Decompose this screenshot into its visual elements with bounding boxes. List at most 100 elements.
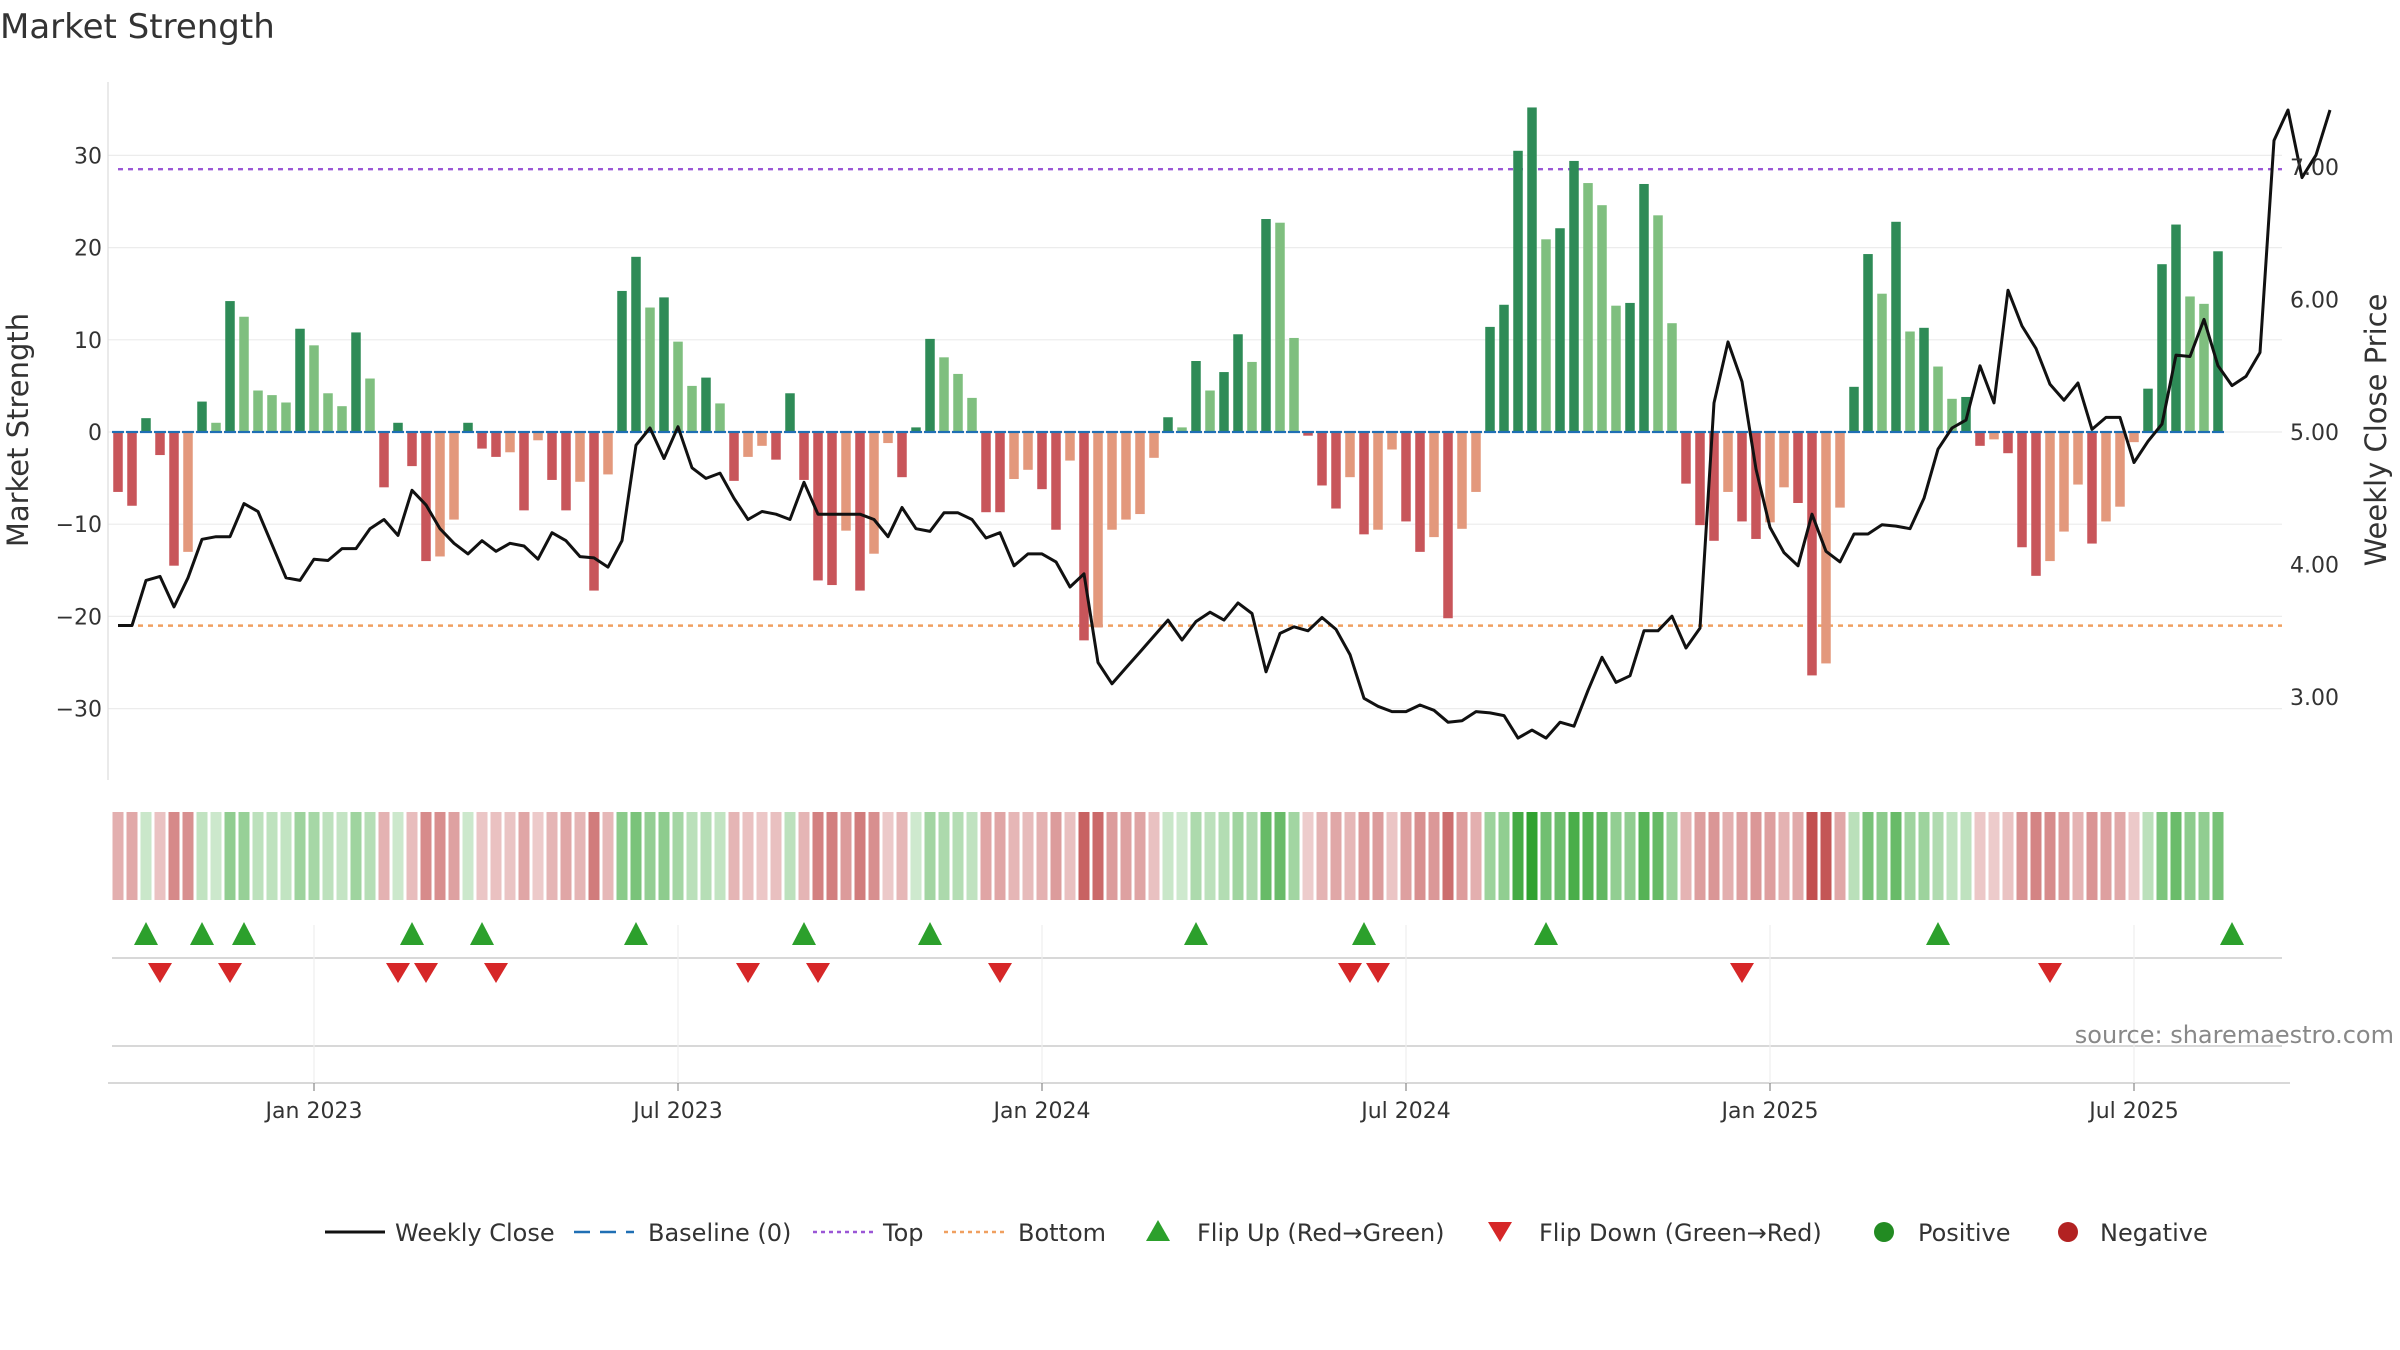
bar-week-66	[1037, 432, 1047, 490]
bar-week-98	[1485, 326, 1495, 432]
heat-cell-33	[574, 812, 586, 900]
bar-week-58	[925, 338, 935, 432]
bar-week-53	[855, 432, 865, 591]
x-tick-label: Jan 2024	[992, 1099, 1091, 1124]
bar-week-32	[561, 432, 571, 511]
bar-week-14	[309, 345, 319, 432]
bar-week-141	[2087, 432, 2097, 544]
heat-cell-136	[2016, 812, 2028, 900]
heat-cell-126	[1876, 812, 1888, 900]
legend-item-positive: Positive	[1874, 1219, 2011, 1247]
heat-cell-128	[1904, 812, 1916, 900]
heat-cell-35	[602, 812, 614, 900]
bar-week-62	[981, 432, 991, 513]
heat-cell-100	[1512, 812, 1524, 900]
heat-cell-77	[1190, 812, 1202, 900]
bar-week-43	[715, 403, 725, 432]
legend-item-baseline: Baseline (0)	[574, 1219, 791, 1247]
heat-cell-20	[392, 812, 404, 900]
heat-cell-125	[1862, 812, 1874, 900]
flip-up-marker-9	[1352, 922, 1376, 945]
bar-week-99	[1499, 304, 1509, 432]
heat-cell-102	[1540, 812, 1552, 900]
bar-week-83	[1275, 222, 1285, 432]
flip-down-marker-6	[806, 963, 830, 983]
bar-week-123	[1835, 432, 1845, 508]
bar-week-84	[1289, 337, 1299, 432]
heat-cell-84	[1288, 812, 1300, 900]
heat-cell-78	[1204, 812, 1216, 900]
bar-week-40	[673, 341, 683, 432]
bar-week-103	[1555, 228, 1565, 432]
bar-week-97	[1471, 432, 1481, 492]
legend-item-flip_down: Flip Down (Green→Red)	[1488, 1219, 1822, 1247]
left-y-axis: 30 20 10 0 −10 −20 −30	[56, 144, 102, 722]
flip-up-marker-6	[792, 922, 816, 945]
heat-cell-139	[2058, 812, 2070, 900]
chart-title: Market Strength	[0, 7, 275, 47]
bar-week-128	[1905, 331, 1915, 432]
heat-cell-59	[938, 812, 950, 900]
heat-cell-123	[1834, 812, 1846, 900]
flip-up-marker-1	[190, 922, 214, 945]
heat-cell-25	[462, 812, 474, 900]
state-panel	[108, 1045, 2290, 1084]
heat-cell-96	[1456, 812, 1468, 900]
bar-week-142	[2101, 432, 2111, 522]
flip-up-marker-5	[624, 922, 648, 945]
bar-week-1	[127, 432, 137, 506]
bar-week-96	[1457, 432, 1467, 529]
bar-week-28	[505, 432, 515, 453]
heat-cell-145	[2142, 812, 2154, 900]
bar-week-93	[1415, 432, 1425, 552]
bar-week-115	[1723, 432, 1733, 492]
bar-week-73	[1135, 432, 1145, 515]
flip-up-marker-10	[1534, 922, 1558, 945]
bar-week-17	[351, 332, 361, 432]
legend-label: Bottom	[1018, 1219, 1106, 1247]
bar-week-7	[211, 422, 221, 432]
heat-cell-18	[364, 812, 376, 900]
reference-lines	[118, 168, 2282, 627]
heat-cell-80	[1232, 812, 1244, 900]
bar-week-120	[1793, 432, 1803, 503]
heat-cell-7	[210, 812, 222, 900]
bar-week-138	[2045, 432, 2055, 562]
heat-cell-22	[420, 812, 432, 900]
heat-cell-89	[1358, 812, 1370, 900]
flip-down-marker-8	[1338, 963, 1362, 983]
heat-cell-86	[1316, 812, 1328, 900]
bar-week-78	[1205, 390, 1215, 432]
bar-week-80	[1233, 334, 1243, 432]
heat-cell-95	[1442, 812, 1454, 900]
bar-week-88	[1345, 432, 1355, 478]
legend-swatch	[1874, 1222, 1894, 1242]
heat-cell-106	[1596, 812, 1608, 900]
heat-cell-37	[630, 812, 642, 900]
heat-cell-40	[672, 812, 684, 900]
bar-week-91	[1387, 432, 1397, 450]
heat-cell-141	[2086, 812, 2098, 900]
bar-week-125	[1863, 254, 1873, 432]
heat-cell-34	[588, 812, 600, 900]
bar-week-64	[1009, 432, 1019, 480]
bar-week-42	[701, 377, 711, 432]
heat-cell-24	[448, 812, 460, 900]
bar-week-107	[1611, 305, 1621, 432]
heat-cell-2	[140, 812, 152, 900]
heat-cell-132	[1960, 812, 1972, 900]
heat-cell-6	[196, 812, 208, 900]
heat-cell-5	[182, 812, 194, 900]
heat-cell-144	[2128, 812, 2140, 900]
bar-week-121	[1807, 432, 1817, 676]
flip-down-marker-9	[1366, 963, 1390, 983]
flip-down-marker-10	[1730, 963, 1754, 983]
bar-week-70	[1093, 432, 1103, 628]
left-axis-label: Market Strength	[1, 313, 35, 547]
bar-week-65	[1023, 432, 1033, 470]
bar-week-11	[267, 395, 277, 432]
bar-week-51	[827, 432, 837, 586]
legend: Weekly Close Baseline (0) Top Bottom Flip Up…	[325, 1219, 2208, 1247]
flip-up-marker-12	[2220, 922, 2244, 945]
